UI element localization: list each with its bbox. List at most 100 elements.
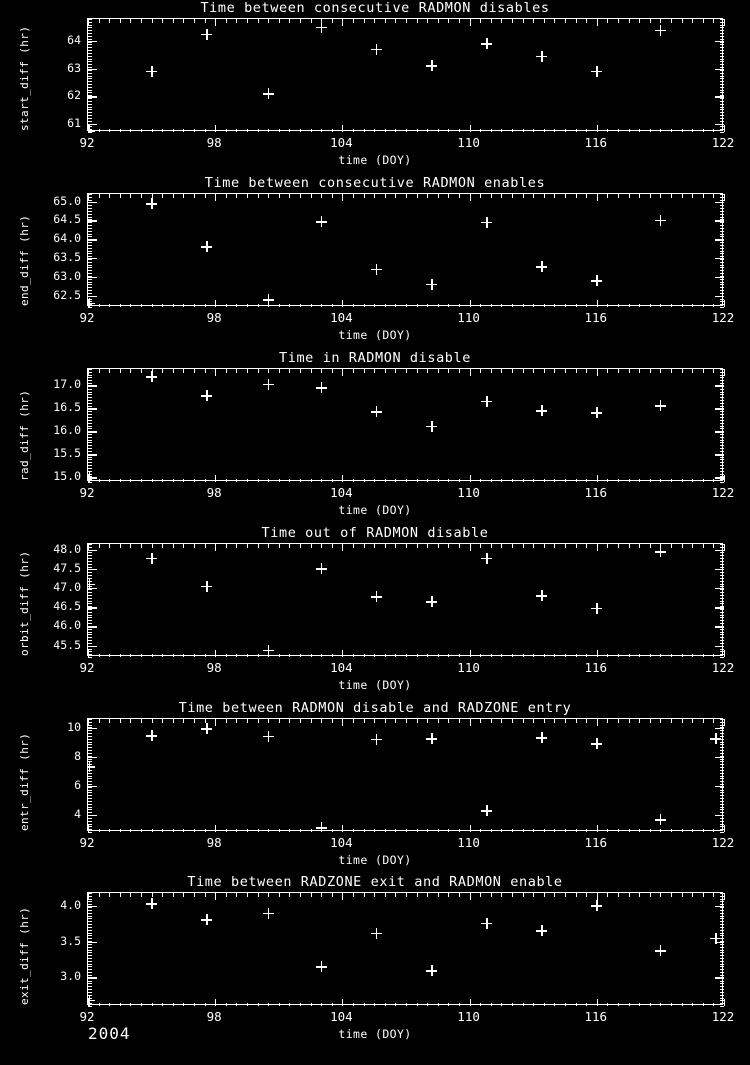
y-tick-minor <box>720 55 724 57</box>
x-tick-minor <box>565 194 566 198</box>
x-tick-label: 122 <box>711 1009 735 1024</box>
data-point <box>370 43 382 55</box>
y-tick-minor <box>720 750 724 752</box>
y-tick-major <box>88 941 97 944</box>
x-tick-minor <box>437 653 439 657</box>
data-point <box>370 733 382 745</box>
y-tick-minor <box>88 781 92 783</box>
y-tick-minor <box>88 233 92 235</box>
x-tick-minor <box>374 194 376 198</box>
x-tick-minor <box>522 893 524 897</box>
x-tick-minor <box>607 128 609 132</box>
y-tick-major <box>715 276 724 279</box>
x-tick-minor <box>671 893 672 897</box>
data-point <box>262 378 274 390</box>
x-tick-minor <box>353 19 354 23</box>
y-tick-minor <box>88 909 92 911</box>
x-tick-minor <box>575 369 577 373</box>
x-tick-minor <box>395 828 397 832</box>
y-tick-major <box>715 239 724 241</box>
y-tick-minor <box>88 946 92 948</box>
y-tick-minor <box>720 558 724 560</box>
y-tick-major <box>88 785 97 788</box>
x-tick-minor <box>384 893 386 897</box>
x-tick-minor <box>183 893 185 897</box>
x-tick-minor <box>660 194 662 198</box>
x-tick-minor <box>141 478 142 482</box>
x-tick-minor <box>300 369 301 373</box>
y-tick-minor <box>88 991 92 993</box>
x-tick-minor <box>119 369 121 373</box>
y-tick-minor <box>88 566 92 568</box>
x-tick-minor <box>512 893 513 897</box>
y-tick-minor <box>720 640 724 642</box>
y-tick-minor <box>88 738 92 740</box>
x-tick-minor <box>692 369 694 373</box>
y-tick-minor <box>720 202 724 204</box>
x-tick-minor <box>268 194 270 198</box>
y-tick-minor <box>88 222 92 224</box>
data-point <box>710 733 722 745</box>
data-point <box>315 381 327 393</box>
x-tick-minor <box>628 653 630 657</box>
y-tick-minor <box>88 117 92 119</box>
data-point <box>315 822 327 832</box>
x-tick-minor <box>702 544 704 548</box>
x-tick-minor <box>639 828 641 832</box>
y-tick-minor <box>720 433 724 435</box>
x-tick-minor <box>331 303 333 307</box>
x-tick-minor <box>649 478 651 482</box>
y-tick-minor <box>720 72 724 74</box>
y-tick-minor <box>720 918 724 920</box>
data-point <box>88 125 95 132</box>
x-tick-minor <box>639 128 641 132</box>
y-tick-minor <box>88 966 92 968</box>
y-tick-minor <box>88 651 92 653</box>
x-tick-minor <box>522 369 524 373</box>
y-tick-minor <box>720 907 724 909</box>
y-tick-minor <box>720 103 724 105</box>
x-tick-minor <box>363 369 365 373</box>
y-tick-minor <box>720 614 724 616</box>
x-tick-minor <box>671 1002 672 1006</box>
x-tick-minor <box>575 893 577 897</box>
y-tick-minor <box>720 809 724 811</box>
x-tick-minor <box>501 1002 503 1006</box>
y-tick-minor <box>720 428 724 430</box>
x-tick-minor <box>236 1002 238 1006</box>
data-point <box>536 50 548 62</box>
y-tick-major <box>88 201 97 203</box>
x-tick-minor <box>490 544 492 548</box>
x-tick-minor <box>204 544 206 548</box>
x-tick-label: 98 <box>206 485 222 500</box>
x-tick-label: 122 <box>711 660 735 675</box>
x-tick-minor <box>194 1002 195 1006</box>
x-tick-minor <box>459 128 460 132</box>
y-tick-minor <box>88 465 92 467</box>
x-tick-minor <box>162 828 164 832</box>
y-tick-minor <box>720 281 724 283</box>
y-tick-minor <box>88 281 92 283</box>
x-tick-minor <box>490 128 492 132</box>
x-tick-minor <box>257 1002 259 1006</box>
x-tick-minor <box>565 369 566 373</box>
y-tick-minor <box>720 278 724 280</box>
y-tick-minor <box>720 227 724 229</box>
x-tick-minor <box>713 194 715 198</box>
data-layer <box>88 19 724 132</box>
x-tick-minor <box>98 369 100 373</box>
y-tick-minor <box>88 817 92 819</box>
x-tick-minor <box>702 719 704 723</box>
x-tick-minor <box>543 369 545 373</box>
y-tick-minor <box>88 69 92 71</box>
x-tick-minor <box>289 303 291 307</box>
x-tick-minor <box>204 19 206 23</box>
y-tick-minor <box>720 924 724 926</box>
x-tick-label: 122 <box>711 135 735 150</box>
x-tick-minor <box>628 478 630 482</box>
x-tick-minor <box>543 19 545 23</box>
y-tick-major <box>715 626 724 628</box>
x-tick-minor <box>596 19 598 26</box>
data-point <box>654 214 666 226</box>
x-tick-minor <box>427 303 429 307</box>
